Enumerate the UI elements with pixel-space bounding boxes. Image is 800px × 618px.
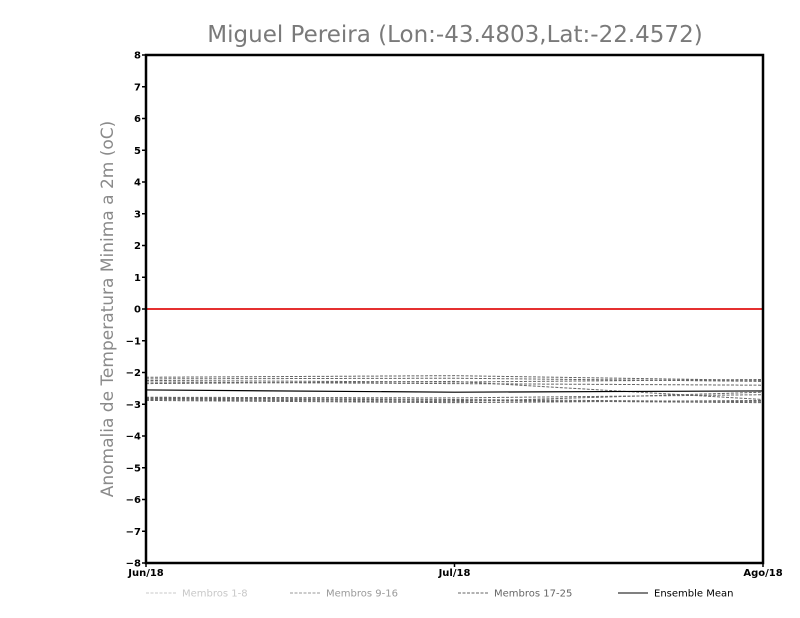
x-tick-label: Ago/18 <box>743 568 782 579</box>
y-tick-label: 5 <box>134 146 141 157</box>
y-tick-label: 3 <box>134 209 141 220</box>
legend-label: Membros 17-25 <box>494 589 572 600</box>
y-tick-label: 7 <box>134 82 141 93</box>
member-line-8 <box>145 398 764 404</box>
y-tick-label: 4 <box>134 178 141 189</box>
y-tick-label: −8 <box>126 559 141 570</box>
member-line-4 <box>145 381 764 386</box>
x-tick-label: Jun/18 <box>127 568 164 579</box>
legend-label: Ensemble Mean <box>654 589 733 600</box>
member-line-10 <box>145 399 764 404</box>
legend-label: Membros 1-8 <box>182 589 248 600</box>
y-tick-label: −5 <box>126 463 141 474</box>
y-tick-label: −7 <box>126 527 141 538</box>
y-tick-label: −6 <box>126 495 141 506</box>
member-series <box>145 375 764 404</box>
y-axis-label: Anomalia de Temperatura Minima a 2m (oC) <box>98 121 118 498</box>
y-tick-label: −2 <box>126 368 141 379</box>
member-line-3 <box>145 378 764 383</box>
y-tick-label: −4 <box>126 432 141 443</box>
legend: Membros 1-8 Membros 9-16 Membros 17-25 Ense… <box>146 589 733 600</box>
y-tick-label: 1 <box>134 273 141 284</box>
y-tick-label: 6 <box>134 114 141 125</box>
legend-label: Membros 9-16 <box>326 589 398 600</box>
y-tick-label: 8 <box>134 51 141 62</box>
x-tick-label: Jul/18 <box>438 568 471 579</box>
y-tick-label: −1 <box>126 336 141 347</box>
x-axis-ticks: Jun/18 Jul/18 Ago/18 <box>127 563 783 579</box>
ensemble-mean-series <box>145 389 764 393</box>
member-line-5 <box>145 380 764 400</box>
member-line-9 <box>145 391 764 403</box>
y-axis-ticks: 8 7 6 5 4 3 2 1 0 −1 −2 −3 −4 −5 −6 −7 −8 <box>126 51 146 570</box>
y-tick-label: 2 <box>134 241 141 252</box>
y-tick-label: −3 <box>126 400 141 411</box>
chart-title: Miguel Pereira (Lon:-43.4803,Lat:-22.457… <box>207 22 702 48</box>
y-tick-label: 0 <box>134 305 141 316</box>
member-line-1 <box>145 375 764 381</box>
ensemble-mean-line <box>145 389 764 393</box>
